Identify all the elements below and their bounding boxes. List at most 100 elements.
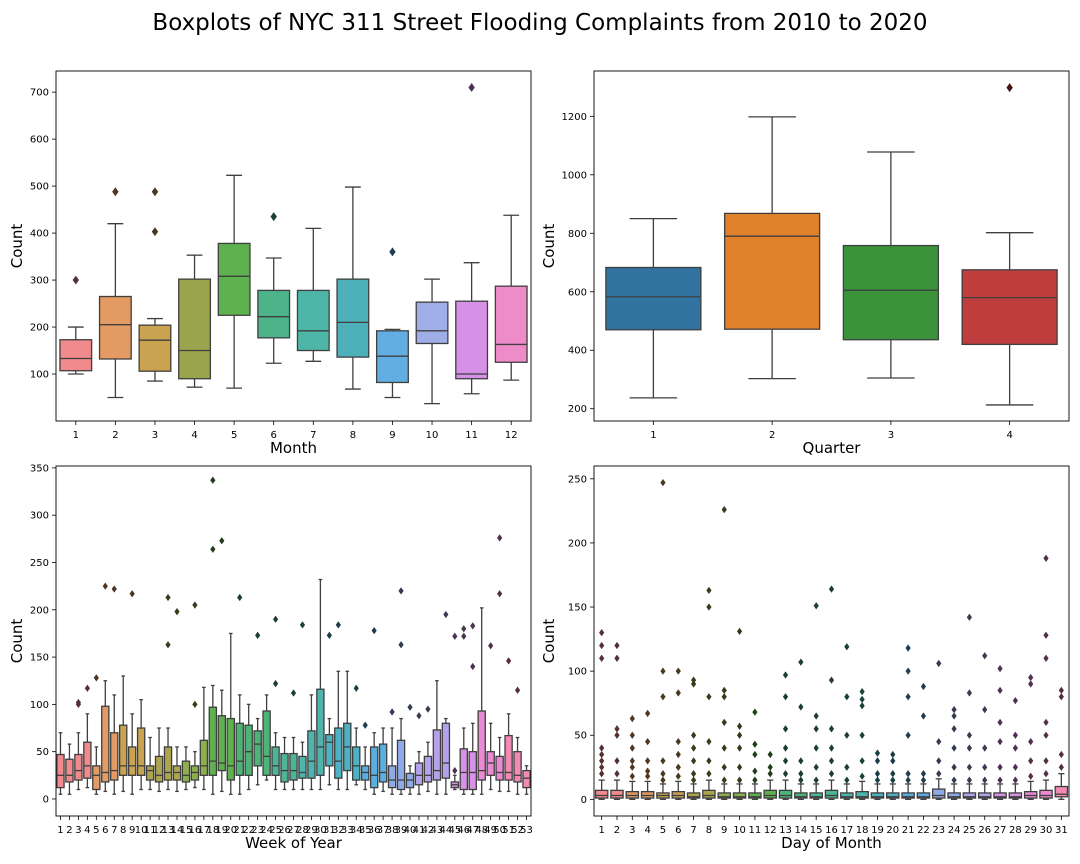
x-tick-label: 10 <box>733 825 746 836</box>
outlier-point <box>1043 654 1049 662</box>
outlier-point <box>859 757 865 765</box>
box-2 <box>610 641 624 800</box>
box-16 <box>190 601 200 789</box>
outlier-point <box>813 763 819 771</box>
x-tick-label: 33 <box>341 825 354 836</box>
outlier-point <box>782 757 789 765</box>
x-tick-label: 9 <box>129 825 135 836</box>
outlier-point <box>660 667 666 675</box>
x-tick-label: 53 <box>520 825 533 836</box>
box-rect <box>92 765 101 791</box>
box-6 <box>257 212 291 364</box>
outlier-point <box>1043 731 1049 739</box>
x-tick-label: 21 <box>902 825 915 836</box>
outlier-point <box>151 187 159 197</box>
outlier-point <box>782 693 789 701</box>
outlier-point <box>813 744 819 752</box>
box-6 <box>671 667 686 800</box>
box-38 <box>387 708 397 795</box>
box-25 <box>271 615 280 791</box>
y-tick-label: 100 <box>568 667 587 678</box>
x-tick-label: 1 <box>650 430 656 441</box>
outlier-point <box>452 632 458 640</box>
outlier-point <box>1028 757 1034 765</box>
box-rect <box>316 688 325 776</box>
x-tick-label: 2 <box>112 430 118 441</box>
outlier-point <box>505 657 512 665</box>
outlier-point <box>813 725 819 733</box>
box-21 <box>901 644 915 800</box>
box-30 <box>316 578 325 791</box>
outlier-point <box>890 750 896 759</box>
outlier-point <box>920 682 927 691</box>
box-rect <box>702 789 716 799</box>
outlier-point <box>782 671 789 679</box>
x-tick-label: 36 <box>368 825 381 836</box>
outlier-point <box>272 615 279 623</box>
outlier-point <box>151 227 159 237</box>
outlier-point <box>165 641 171 649</box>
box-17 <box>199 686 209 791</box>
x-tick-label: 31 <box>1055 825 1068 836</box>
box-rect <box>961 269 1058 346</box>
box-23 <box>931 659 946 800</box>
box-rect <box>59 339 93 372</box>
outlier-point <box>1058 763 1064 771</box>
outlier-point <box>874 757 881 765</box>
outlier-point <box>362 721 368 729</box>
outlier-point <box>219 537 225 545</box>
x-tick-label: 8 <box>706 825 712 836</box>
box-rect <box>253 730 262 767</box>
x-tick-label: 1 <box>598 825 604 836</box>
outlier-point <box>706 770 712 778</box>
outlier-point <box>966 744 973 752</box>
axes-frame <box>55 465 532 817</box>
box-41 <box>414 712 424 795</box>
x-tick-label: 37 <box>377 825 390 836</box>
x-tick-label: 3 <box>629 825 635 836</box>
outlier-point <box>1043 757 1049 765</box>
outlier-point <box>951 712 957 720</box>
x-tick-label: 41 <box>413 825 426 836</box>
y-axis-label: Count <box>8 224 26 269</box>
box-1 <box>56 732 65 795</box>
x-tick-label: 15 <box>180 825 193 836</box>
outlier-point <box>936 738 942 746</box>
box-32 <box>334 621 343 791</box>
box-rect <box>1008 792 1023 799</box>
outlier-point <box>690 680 697 688</box>
outlier-point <box>629 744 635 752</box>
box-26 <box>977 652 992 800</box>
box-12 <box>494 214 528 381</box>
box-27 <box>993 664 1007 800</box>
box-rect <box>993 792 1007 799</box>
box-11 <box>455 82 489 395</box>
box-19 <box>217 537 227 793</box>
outlier-point <box>874 749 881 757</box>
x-tick-label: 16 <box>825 825 838 836</box>
outlier-point <box>111 585 117 593</box>
box-9 <box>717 505 732 800</box>
x-tick-label: 8 <box>350 430 356 441</box>
outlier-point <box>470 662 476 671</box>
box-rect <box>494 285 528 363</box>
box-30 <box>1039 554 1053 800</box>
x-tick-label: 46 <box>457 825 470 836</box>
outlier-point <box>614 770 620 778</box>
outlier-point <box>443 610 449 619</box>
outlier-point <box>452 766 458 775</box>
outlier-point <box>874 776 881 784</box>
outlier-point <box>767 750 773 759</box>
box-rect <box>414 762 424 786</box>
outlier-point <box>859 702 865 710</box>
box-rect <box>455 300 489 380</box>
x-tick-label: 2 <box>66 825 72 836</box>
outlier-point <box>371 626 377 635</box>
outlier-point <box>997 718 1003 727</box>
box-rect <box>138 324 172 372</box>
outlier-point <box>997 664 1003 673</box>
figure-title: Boxplots of NYC 311 Street Flooding Comp… <box>152 10 928 36</box>
outlier-point <box>982 744 988 752</box>
outlier-point <box>782 770 789 778</box>
outlier-point <box>951 725 957 733</box>
